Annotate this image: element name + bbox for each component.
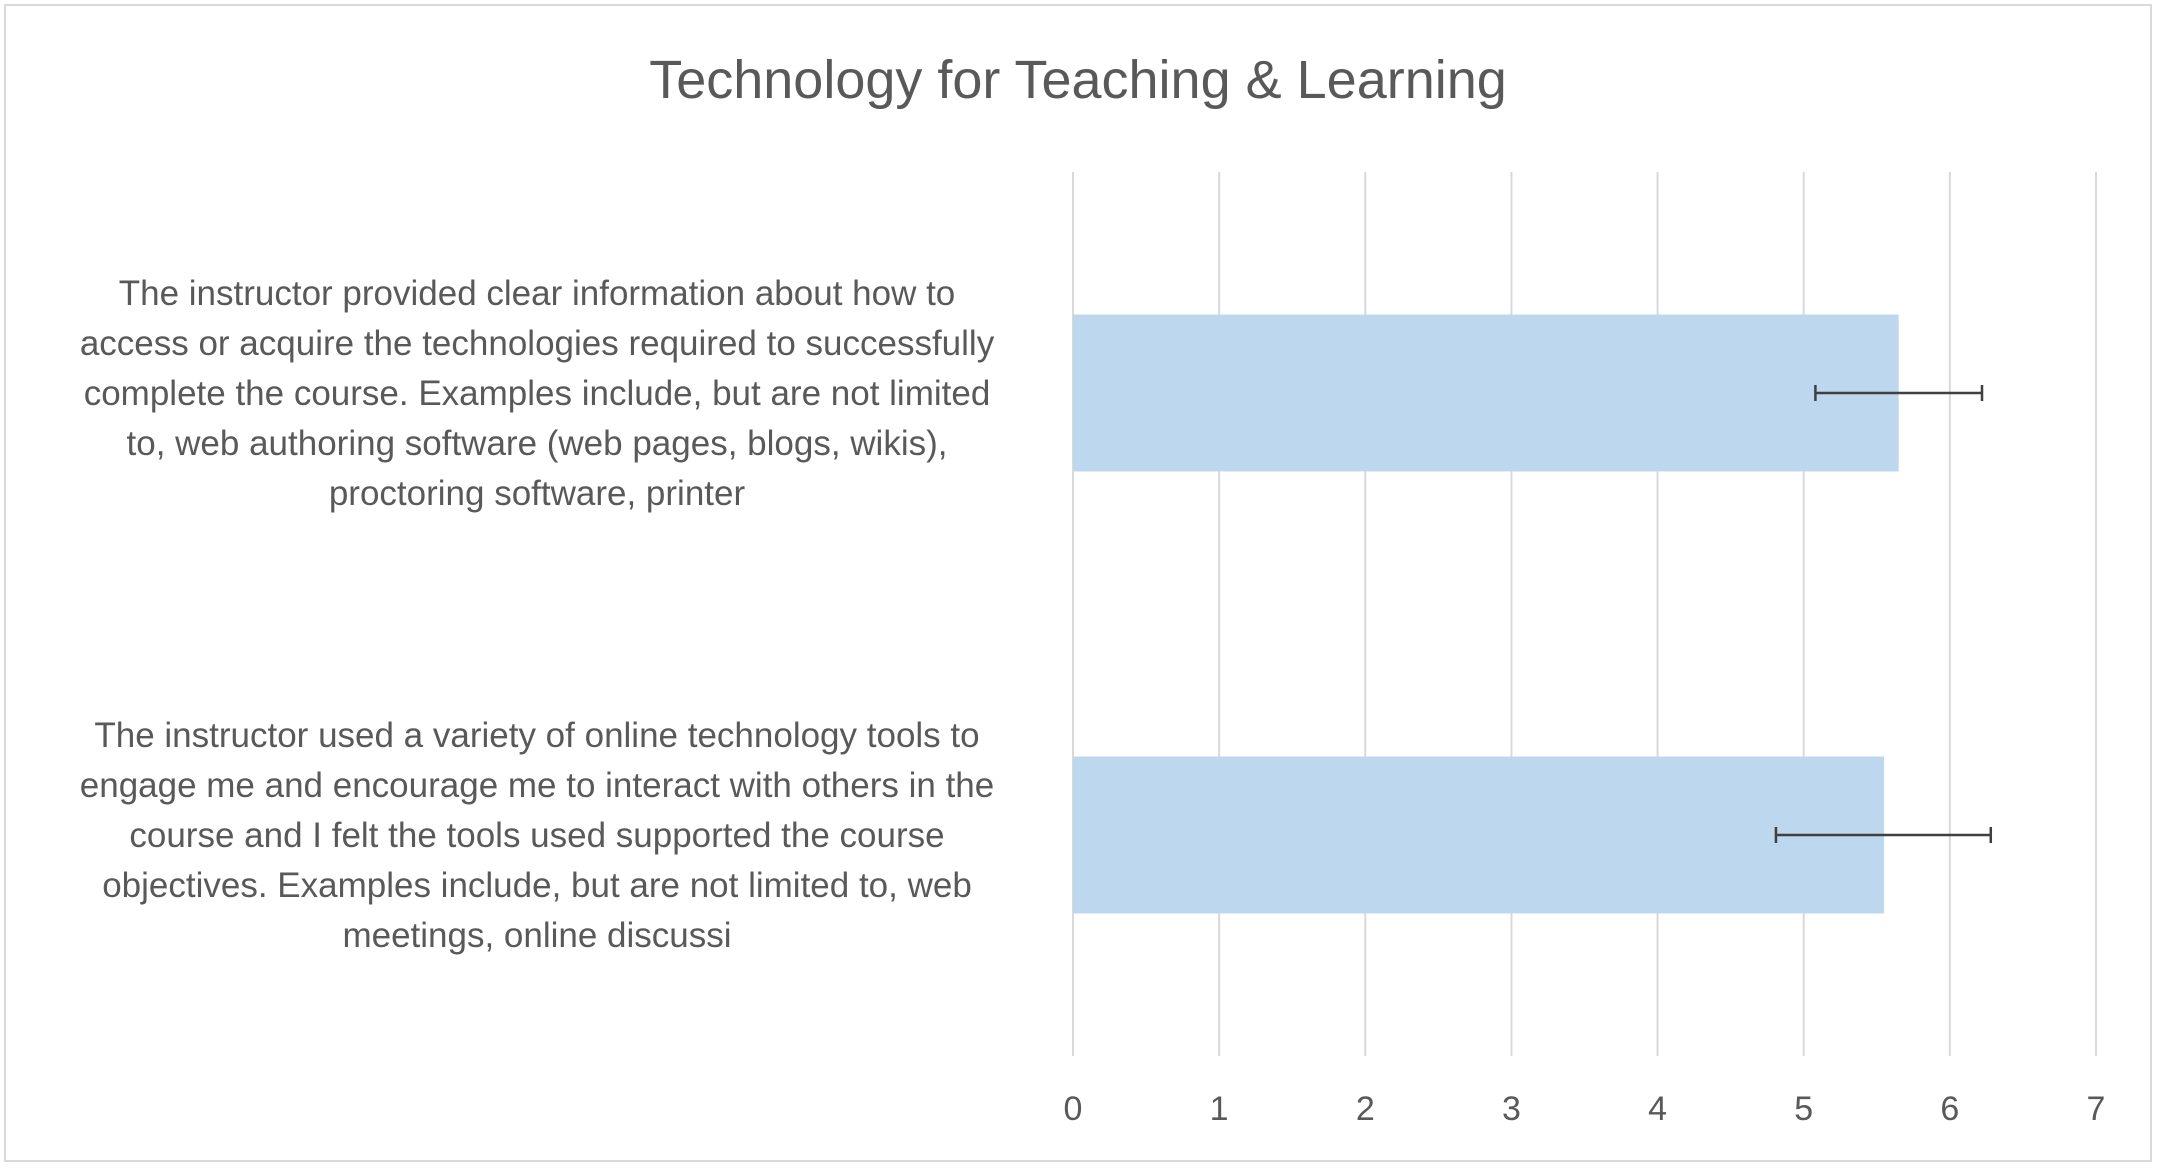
category-label-line: objectives. Examples include, but are no… <box>102 866 972 905</box>
bar-1 <box>1073 756 1885 914</box>
x-tick-label: 4 <box>1648 1090 1667 1128</box>
x-tick-label: 2 <box>1356 1090 1375 1128</box>
category-label-line: access or acquire the technologies requi… <box>80 324 995 363</box>
category-label-line: to, web authoring software (web pages, b… <box>127 424 948 463</box>
x-axis-ticks: 0 1 2 3 4 5 6 7 <box>1064 1090 2106 1128</box>
error-bars <box>1774 385 1993 843</box>
chart-title: Technology for Teaching & Learning <box>649 50 1507 110</box>
category-label-line: The instructor provided clear informatio… <box>119 274 956 313</box>
x-tick-label: 1 <box>1210 1090 1229 1128</box>
category-label-line: engage me and encourage me to interact w… <box>80 766 994 805</box>
category-label-line: The instructor used a variety of online … <box>94 716 979 755</box>
bar-0 <box>1073 314 1899 472</box>
category-labels: The instructor provided clear informatio… <box>80 274 995 955</box>
category-label-line: proctoring software, printer <box>329 474 746 513</box>
x-tick-label: 3 <box>1502 1090 1521 1128</box>
x-tick-label: 0 <box>1064 1090 1083 1128</box>
x-tick-label: 7 <box>2087 1090 2106 1128</box>
gridlines <box>1072 172 2097 1056</box>
category-label-line: complete the course. Examples include, b… <box>84 374 991 413</box>
category-label-line: course and I felt the tools used support… <box>129 816 944 855</box>
category-label-line: meetings, online discussi <box>342 916 731 955</box>
bars <box>1073 314 1899 914</box>
x-tick-label: 5 <box>1794 1090 1813 1128</box>
x-tick-label: 6 <box>1940 1090 1959 1128</box>
chart-frame <box>4 4 2152 1162</box>
